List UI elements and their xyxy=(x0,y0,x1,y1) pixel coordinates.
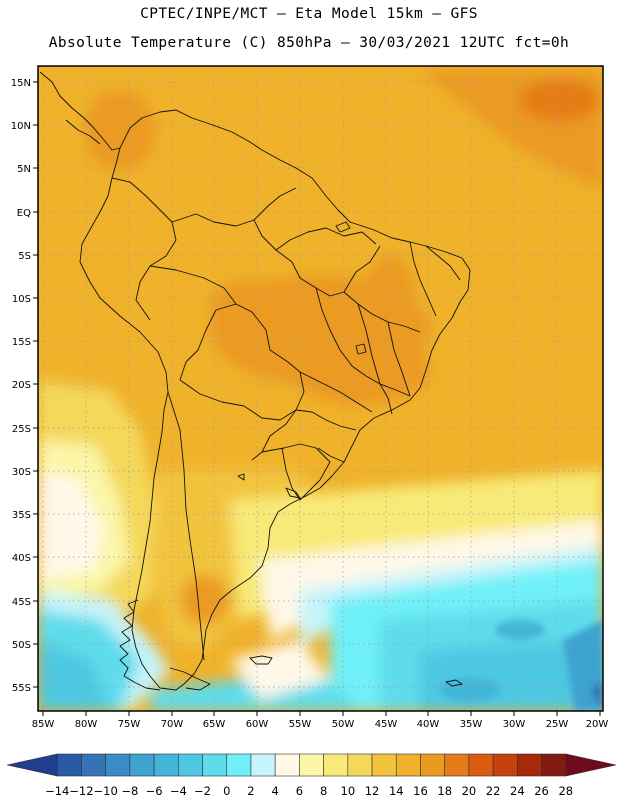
colorbar-swatch xyxy=(56,753,82,777)
lat-label: 50S xyxy=(12,640,31,651)
colorbar-tick-label: 12 xyxy=(365,784,380,798)
colorbar-tick-label: −12 xyxy=(69,784,93,798)
colorbar-tick-label: 14 xyxy=(389,784,404,798)
lon-label: 70W xyxy=(161,719,184,730)
latitude-labels: 15N 10N 5N EQ 5S 10S 15S 20S 25S 30S 35S… xyxy=(11,78,38,694)
colorbar-swatch xyxy=(274,753,300,777)
colorbar-swatch xyxy=(323,753,349,777)
lat-label: 40S xyxy=(12,553,31,564)
lon-label: 60W xyxy=(246,719,269,730)
colorbar-swatch xyxy=(129,753,155,777)
colorbar-swatch xyxy=(226,753,252,777)
longitude-labels: 85W 80W 75W 70W 65W 60W 55W 50W 45W 40W … xyxy=(32,711,609,730)
colorbar-tick-label: 22 xyxy=(486,784,501,798)
colorbar-tick-label: 10 xyxy=(341,784,356,798)
colorbar-swatch xyxy=(6,753,58,777)
colorbar-swatch xyxy=(565,753,617,777)
colorbar-tick-label: 24 xyxy=(510,784,525,798)
colorbar-tick-label: −10 xyxy=(94,784,118,798)
colorbar-swatch xyxy=(420,753,445,777)
lon-label: 45W xyxy=(375,719,398,730)
lon-label: 30W xyxy=(503,719,526,730)
lat-label: 35S xyxy=(12,510,31,521)
colorbar-swatch xyxy=(395,753,421,777)
colorbar-tick-label: 0 xyxy=(223,784,230,798)
colorbar-tick-label: 28 xyxy=(558,784,573,798)
lon-label: 75W xyxy=(118,719,141,730)
lat-label: 10N xyxy=(11,121,31,132)
lon-label: 85W xyxy=(32,719,55,730)
colorbar-swatch xyxy=(153,753,179,777)
colorbar-swatch xyxy=(492,753,518,777)
colorbar-swatch xyxy=(81,753,106,777)
colorbar-swatch xyxy=(541,753,567,777)
colorbar-tick-label: 20 xyxy=(462,784,477,798)
lat-label: 5S xyxy=(18,251,31,262)
lon-label: 50W xyxy=(332,719,355,730)
lat-label: 5N xyxy=(17,164,31,175)
lon-label: 65W xyxy=(203,719,226,730)
chart-title-line-2: Absolute Temperature (C) 850hPa — 30/03/… xyxy=(48,35,570,51)
coastlines-and-borders xyxy=(39,71,471,691)
colorbar-swatch xyxy=(202,753,228,777)
colorbar-legend: −14 −12 −10 −8 −6 −4 −2 0 2 4 6 8 10 12 14 16 18 20 22 24 26… xyxy=(6,753,617,798)
colorbar-tick-label: 4 xyxy=(272,784,279,798)
colorbar-tick-label: −4 xyxy=(170,784,187,798)
colorbar-swatch xyxy=(444,753,470,777)
colorbar-swatch xyxy=(347,753,373,777)
map-frame xyxy=(37,65,604,712)
lon-label: 25W xyxy=(546,719,569,730)
colorbar-swatch xyxy=(371,753,397,777)
colorbar-tick-label: 18 xyxy=(437,784,452,798)
colorbar-tick-label: −2 xyxy=(194,784,211,798)
colorbar-tick-label: 16 xyxy=(413,784,428,798)
lon-label: 35W xyxy=(460,719,483,730)
lat-label: 20S xyxy=(12,380,31,391)
lat-label: 30S xyxy=(12,467,31,478)
lat-label: 15S xyxy=(12,337,31,348)
lat-label: 25S xyxy=(12,424,31,435)
colorbar-tick-label: 2 xyxy=(247,784,254,798)
colorbar-tick-label: 6 xyxy=(296,784,303,798)
colorbar-swatch xyxy=(468,753,494,777)
lon-label: 80W xyxy=(75,719,98,730)
colorbar-tick-label: 26 xyxy=(534,784,549,798)
lat-label: 45S xyxy=(12,597,31,608)
colorbar-swatch xyxy=(178,753,203,777)
lat-label: EQ xyxy=(17,208,31,219)
colorbar-tick-label: −8 xyxy=(121,784,138,798)
lon-label: 20W xyxy=(586,719,609,730)
colorbar-swatch xyxy=(299,753,324,777)
colorbar-tick-label: −14 xyxy=(45,784,69,798)
temperature-field xyxy=(38,66,603,711)
lat-label: 55S xyxy=(12,683,31,694)
colorbar-swatch xyxy=(250,753,276,777)
map-grid xyxy=(38,66,603,711)
chart-title-line-1: CPTEC/INPE/MCT — Eta Model 15km — GFS xyxy=(140,6,478,22)
colorbar-tick-label: −6 xyxy=(146,784,163,798)
lon-label: 55W xyxy=(289,719,312,730)
lat-label: 15N xyxy=(11,78,31,89)
colorbar-swatch xyxy=(105,753,131,777)
colorbar-swatch xyxy=(517,753,542,777)
lat-label: 10S xyxy=(12,294,31,305)
colorbar-tick-label: 8 xyxy=(320,784,327,798)
lon-label: 40W xyxy=(417,719,440,730)
